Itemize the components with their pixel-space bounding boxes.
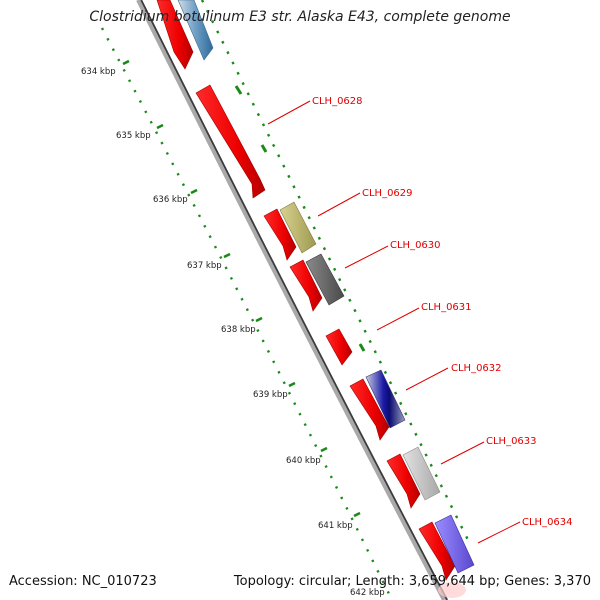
gene-label: CLH_0634 [522,517,573,528]
ruler-label: 638 kbp [221,325,256,335]
ruler-tick [156,123,164,130]
gene-label: CLH_0631 [421,302,472,313]
cds-feature [263,208,297,261]
bottom-highlight [438,582,466,598]
ruler-tick [223,252,231,259]
backbone [136,0,446,600]
gene-label: CLH_0630 [390,240,441,251]
gene-labels: CLH_0628 CLH_0629 CLH_0630 CLH_0631 CLH_… [312,96,573,528]
gene-leader [376,307,420,331]
outer-ring-dashed [200,0,470,541]
gene-leader [440,441,485,465]
cds-feature [386,453,421,509]
gene-label: CLH_0632 [451,363,502,374]
gene-leader [477,521,521,544]
outer-tick [234,85,243,95]
gene-feature [365,369,406,429]
ruler-labels: 634 kbp 635 kbp 636 kbp 637 kbp 638 kbp … [81,67,385,598]
cds-feature [289,259,323,312]
ruler-dotted-line [100,27,394,600]
ruler-label: 634 kbp [81,67,116,77]
outer-tick [358,343,366,352]
gene-label: CLH_0628 [312,96,363,107]
gene-band [177,0,475,574]
cds-feature [156,0,194,70]
cds-feature [349,378,390,441]
ruler-tick [122,59,130,66]
backbone-shadow [140,0,448,600]
gene-feature [279,201,317,254]
gene-leader [267,100,311,125]
cds-feature [325,328,353,366]
gene-feature [177,0,214,61]
gene-label: CLH_0629 [362,188,413,199]
ruler-label: 642 kbp [350,588,385,598]
ruler-ticks [122,59,361,518]
ruler-label: 639 kbp [253,390,288,400]
outer-tick [260,144,268,153]
map-title: Clostridium botulinum E3 str. Alaska E43… [89,9,511,25]
ruler-label: 640 kbp [286,456,321,466]
accession-text: Accession: NC_010723 [9,574,157,589]
ruler-label: 637 kbp [187,261,222,271]
cds-feature [195,84,266,199]
ruler-label: 636 kbp [153,195,188,205]
ruler-tick [190,188,198,195]
ruler-tick [320,446,328,453]
ruler-tick [288,381,296,388]
gene-feature [402,446,441,501]
gene-leader [317,192,361,217]
cds-band [156,0,456,581]
ruler-tick [353,511,361,518]
gene-leader [405,367,449,391]
cds-feature [418,521,456,581]
gene-feature [305,253,345,306]
gene-label: CLH_0633 [486,436,537,447]
ruler-label: 641 kbp [318,521,353,531]
ruler-tick [255,316,263,323]
gene-leaders [267,100,521,544]
gene-feature [434,514,475,574]
genome-summary-text: Topology: circular; Length: 3,659,644 bp… [233,574,591,589]
gene-leader [344,245,389,269]
ruler-label: 635 kbp [116,131,151,141]
